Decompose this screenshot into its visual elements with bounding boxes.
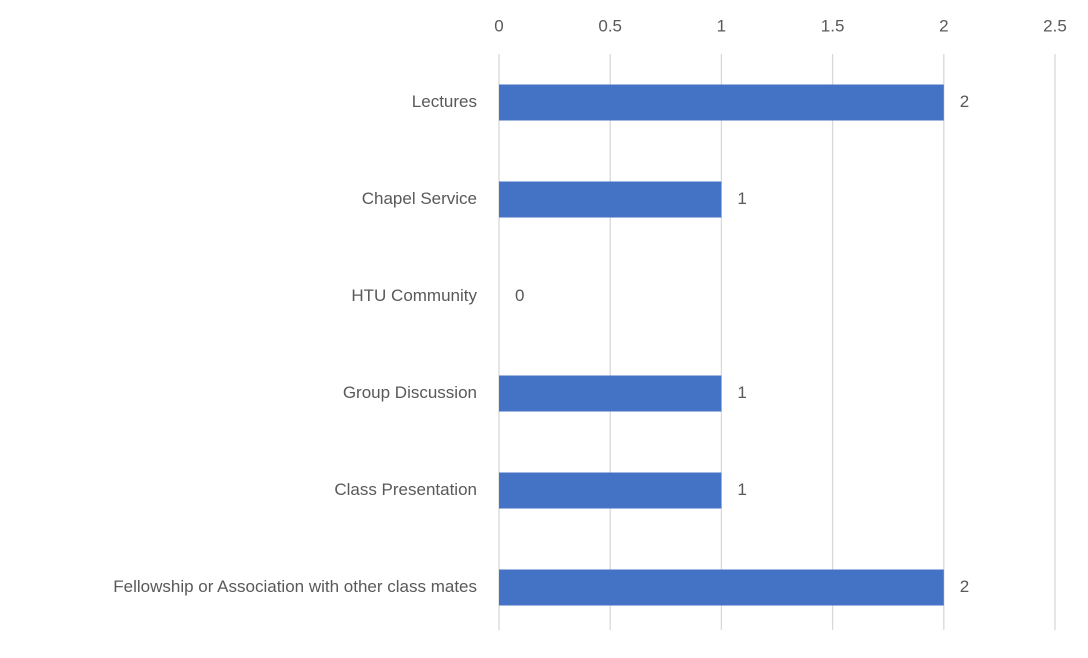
- data-label: 2: [960, 577, 969, 596]
- data-label: 0: [515, 286, 524, 305]
- y-tick-label: Class Presentation: [334, 480, 477, 499]
- bar: [499, 569, 944, 606]
- y-tick-label: Chapel Service: [362, 189, 477, 208]
- y-tick-label: Fellowship or Association with other cla…: [113, 577, 477, 596]
- x-tick-label: 1.5: [821, 16, 845, 35]
- y-tick-label: Group Discussion: [343, 383, 477, 402]
- bar: [499, 181, 722, 218]
- y-tick-label: HTU Community: [351, 286, 477, 305]
- data-label: 1: [737, 480, 746, 499]
- data-label: 2: [960, 92, 969, 111]
- data-label: 1: [737, 383, 746, 402]
- bar: [499, 472, 722, 509]
- x-tick-label: 0: [494, 16, 503, 35]
- x-tick-label: 2: [939, 16, 948, 35]
- bar: [499, 375, 722, 412]
- x-tick-label: 2.5: [1043, 16, 1067, 35]
- x-tick-label: 1: [717, 16, 726, 35]
- bar: [499, 84, 944, 121]
- data-label: 1: [737, 189, 746, 208]
- y-tick-label: Lectures: [412, 92, 477, 111]
- x-tick-label: 0.5: [598, 16, 622, 35]
